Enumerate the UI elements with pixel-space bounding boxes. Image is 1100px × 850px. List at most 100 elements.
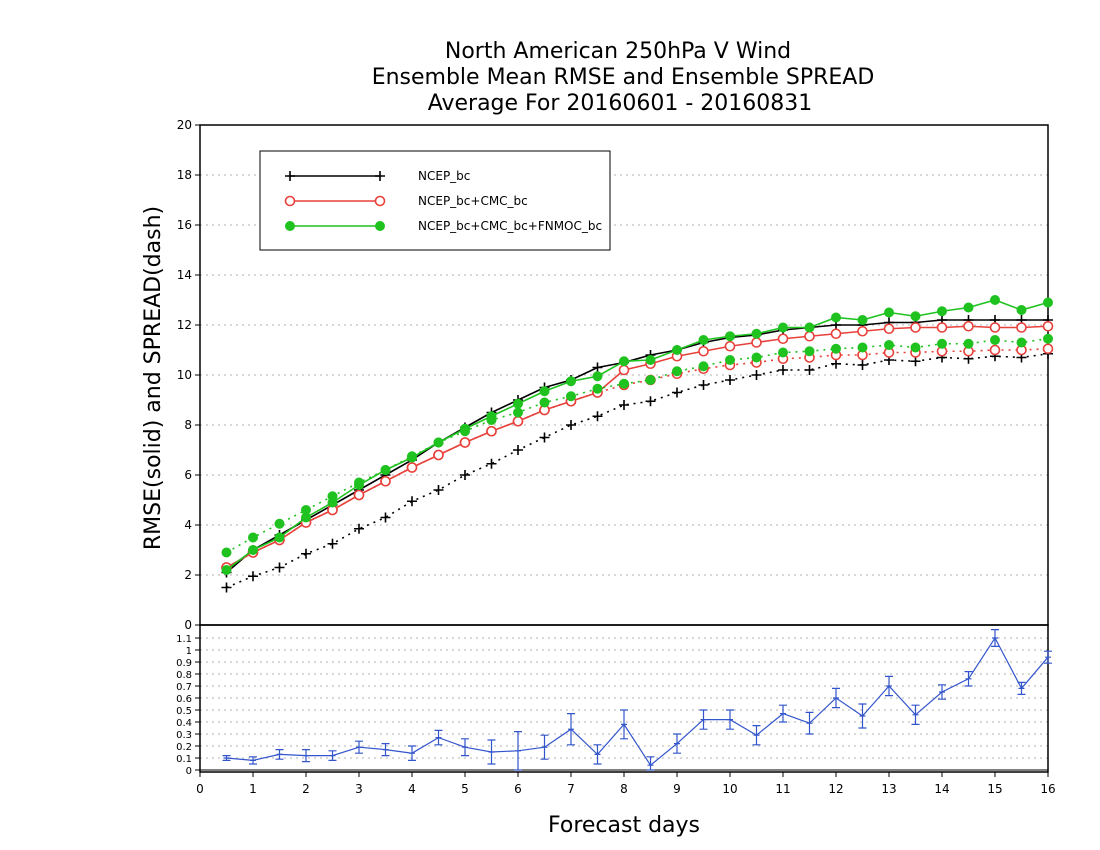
data-point: [777, 333, 789, 345]
lower-y-tick-label: 1.1: [176, 634, 192, 645]
data-point: [937, 338, 947, 349]
error-bar: [328, 750, 337, 761]
data-point: [831, 312, 841, 323]
data-point: [592, 411, 603, 422]
bottom-y-ticks: 00.10.20.30.40.50.60.70.80.911.1: [176, 634, 200, 777]
error-bar: [275, 749, 284, 760]
x-tick-label: 2: [302, 782, 310, 796]
data-point: [539, 397, 550, 408]
data-point: [857, 342, 868, 353]
error-bar: [726, 709, 734, 730]
y-axis-label: RMSE(solid) and SPREAD(dash): [141, 206, 166, 550]
error-bar: [381, 743, 390, 757]
x-tick-label: 7: [567, 782, 575, 796]
data-point: [831, 358, 841, 369]
data-point: [937, 306, 947, 317]
error-bar: [461, 738, 469, 757]
top-panel-series: [221, 295, 1054, 593]
chart-title-line-3: Average For 20160601 - 20160831: [428, 91, 813, 116]
x-tick-label: 12: [828, 782, 843, 796]
rmse-line: [226, 299, 1049, 571]
x-tick-label: 14: [934, 782, 949, 796]
x-tick-label: 16: [1040, 782, 1055, 796]
error-bar: [964, 671, 973, 687]
data-point: [459, 437, 471, 448]
data-point: [433, 485, 444, 495]
data-point: [221, 565, 232, 575]
data-point: [1043, 297, 1053, 308]
data-point: [592, 383, 603, 394]
error-bar: [620, 709, 628, 740]
data-point: [353, 489, 365, 501]
data-point: [285, 221, 295, 231]
lower-y-tick-label: 0.9: [176, 658, 192, 669]
data-point: [566, 420, 576, 430]
data-point: [566, 376, 576, 387]
lower-y-tick-label: 0.2: [176, 742, 192, 753]
difference-line: [226, 636, 1049, 767]
data-point: [963, 302, 974, 313]
data-point: [751, 337, 762, 348]
data-point: [566, 391, 576, 402]
x-tick-label: 9: [673, 782, 681, 796]
difference-series: [222, 629, 1052, 771]
data-point: [512, 415, 524, 427]
x-axis-label: Forecast days: [548, 813, 700, 838]
data-point: [407, 451, 417, 462]
legend-label: NCEP_bc: [418, 169, 470, 183]
data-point: [1016, 337, 1027, 348]
data-point: [486, 425, 497, 437]
x-ticks: 0 1 2 3 4 5 6 7 8 9 10 11 12 13 14 15 16: [196, 772, 1056, 796]
data-point: [433, 449, 444, 461]
data-point: [592, 371, 603, 382]
data-point: [1042, 343, 1054, 355]
rmse-line: [226, 325, 1049, 569]
data-point: [1016, 305, 1027, 315]
data-point: [804, 346, 815, 357]
x-tick-label: 5: [461, 782, 469, 796]
data-point: [274, 532, 285, 543]
data-point: [725, 355, 735, 365]
data-point: [486, 458, 497, 469]
data-point: [619, 400, 629, 410]
data-point: [830, 328, 842, 340]
legend-label: NCEP_bc+CMC_bc+FNMOC_bc: [418, 219, 602, 233]
legend-label: NCEP_bc+CMC_bc: [418, 194, 528, 208]
y-tick-label: 4: [184, 518, 192, 532]
y-tick-label: 0: [184, 618, 192, 632]
error-bar: [1044, 650, 1052, 664]
data-point: [374, 195, 386, 207]
data-point: [1016, 322, 1027, 333]
data-point: [672, 387, 682, 398]
data-point: [513, 398, 523, 409]
data-point: [698, 335, 709, 345]
error-bar: [434, 729, 443, 746]
data-point: [354, 523, 364, 534]
data-point: [248, 545, 258, 555]
data-point: [619, 356, 629, 367]
data-point: [221, 582, 232, 593]
data-point: [990, 295, 1000, 305]
data-point: [301, 505, 311, 515]
error-bar: [1017, 681, 1026, 695]
data-point: [354, 477, 364, 488]
data-point: [857, 315, 868, 325]
y-tick-label: 12: [177, 318, 192, 332]
data-point: [1042, 320, 1054, 332]
error-bar: [938, 684, 946, 700]
error-bar: [911, 704, 920, 725]
lower-y-tick-label: 0.3: [176, 730, 192, 741]
spread-line: [226, 337, 1049, 554]
data-point: [407, 496, 417, 507]
data-point: [883, 323, 895, 335]
y-tick-label: 6: [184, 468, 192, 482]
error-bar: [567, 713, 575, 746]
error-bar: [646, 756, 655, 771]
data-point: [831, 343, 841, 354]
error-bar: [408, 745, 416, 761]
data-point: [380, 512, 391, 523]
data-point: [285, 171, 295, 181]
data-point: [380, 475, 391, 487]
data-point: [672, 345, 682, 355]
lower-y-tick-label: 0.6: [176, 694, 192, 705]
